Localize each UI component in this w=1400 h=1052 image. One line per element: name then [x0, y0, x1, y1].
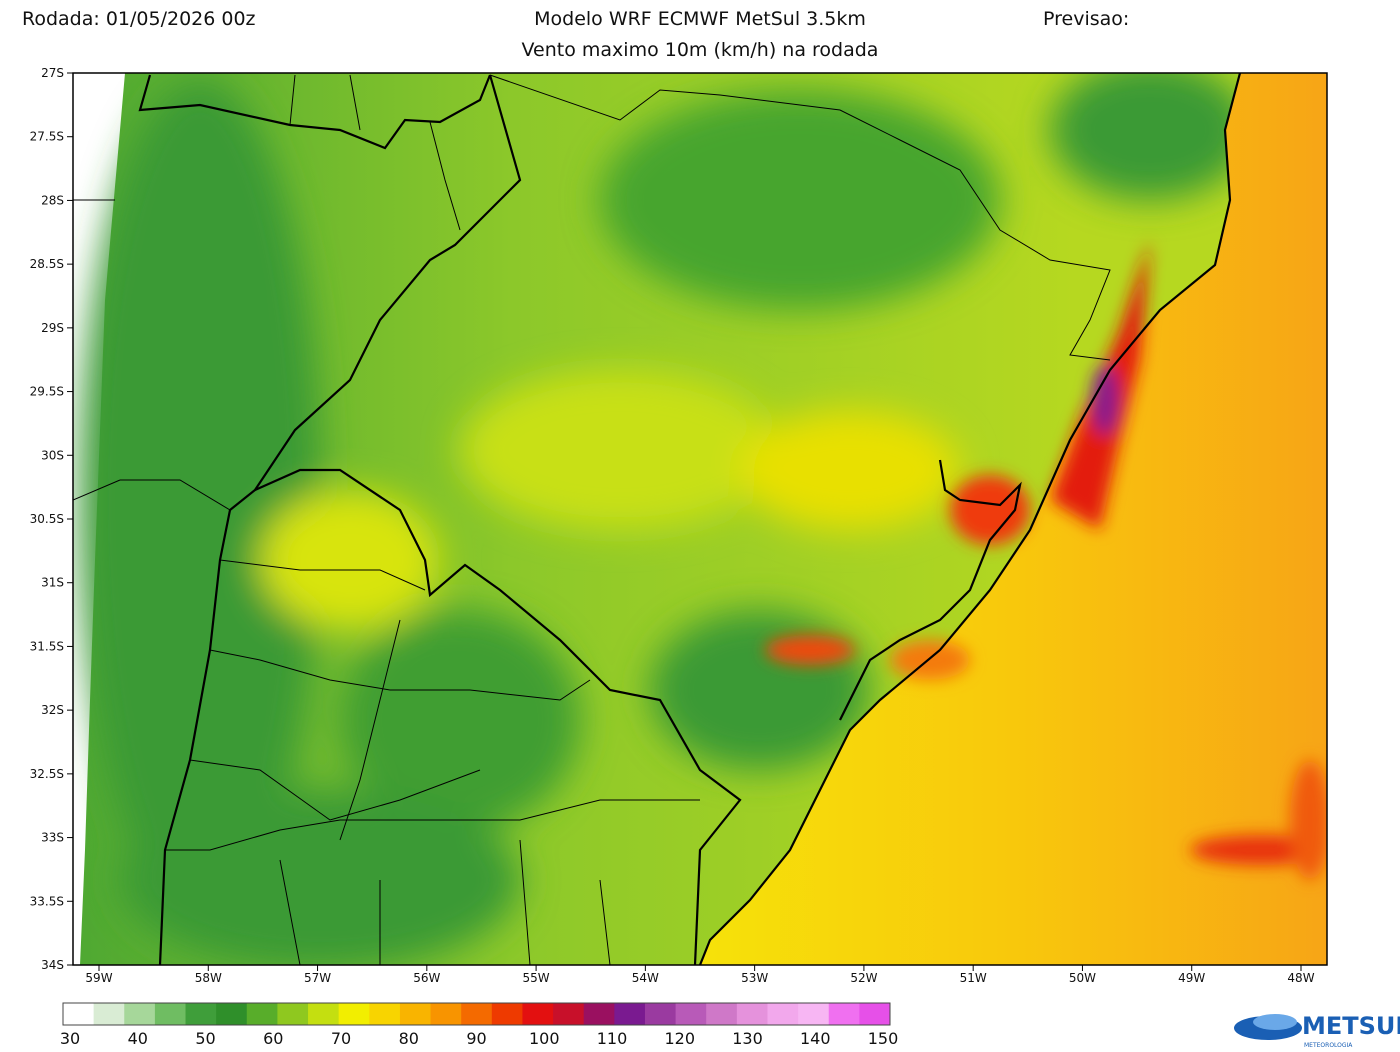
- lat-label: 30S: [41, 448, 64, 462]
- lon-label: 53W: [741, 971, 768, 985]
- lat-label: 29.5S: [30, 385, 64, 399]
- colorbar-swatch: [216, 1003, 248, 1025]
- run-label: Rodada: 01/05/2026 00z: [22, 8, 256, 30]
- colorbar-swatch: [430, 1003, 462, 1025]
- lat-label: 33S: [41, 831, 64, 845]
- subtitle: Vento maximo 10m (km/h) na rodada: [522, 39, 879, 61]
- colorbar-label: 150: [868, 1029, 899, 1048]
- lon-label: 51W: [960, 971, 987, 985]
- lon-label: 59W: [85, 971, 112, 985]
- colorbar-swatch: [308, 1003, 340, 1025]
- colorbar-label: 100: [529, 1029, 560, 1048]
- colorbar-label: 130: [732, 1029, 763, 1048]
- colorbar-swatch: [338, 1003, 370, 1025]
- colorbar-swatch: [736, 1003, 768, 1025]
- colorbar-label: 90: [466, 1029, 486, 1048]
- colorbar-swatch: [706, 1003, 738, 1025]
- colorbar-frame: [62, 1002, 891, 1026]
- colorbar-swatch: [399, 1003, 432, 1025]
- lon-label: 52W: [850, 971, 877, 985]
- forecast-label: Previsao:: [1043, 8, 1129, 30]
- lon-label: 58W: [195, 971, 222, 985]
- lat-label: 27S: [41, 66, 64, 80]
- colorbar-swatch: [614, 1003, 646, 1025]
- lon-label: 56W: [413, 971, 440, 985]
- lat-label: 32S: [41, 703, 64, 717]
- lat-label: 34S: [41, 958, 64, 972]
- lat-label: 33.5S: [30, 894, 64, 908]
- colorbar-swatch: [277, 1003, 309, 1025]
- colorbar-swatch: [369, 1003, 401, 1025]
- lat-label: 30.5S: [30, 512, 64, 526]
- colorbar-swatch: [185, 1003, 217, 1025]
- axes: 27S 27.5S 28S 28.5S 29S 29.5S 30S 30.5S 31S 31.5S…: [30, 66, 1315, 985]
- lat-label: 28S: [41, 193, 64, 207]
- colorbar-swatch: [644, 1003, 677, 1025]
- lat-label: 31S: [41, 576, 64, 590]
- colorbar-label: 50: [195, 1029, 215, 1048]
- lat-label: 31.5S: [30, 639, 64, 653]
- colorbar-swatch: [828, 1003, 860, 1025]
- lon-label: 49W: [1178, 971, 1205, 985]
- colorbar-label: 40: [128, 1029, 148, 1048]
- colorbar-swatch: [461, 1003, 493, 1025]
- colorbar-swatch: [491, 1003, 523, 1025]
- colorbar-swatch: [859, 1003, 891, 1025]
- model-label: Modelo WRF ECMWF MetSul 3.5km: [534, 8, 866, 30]
- colorbar-swatch: [798, 1003, 830, 1025]
- lon-label: 57W: [304, 971, 331, 985]
- colorbar-label: 30: [60, 1029, 80, 1048]
- colorbar-swatch: [522, 1003, 554, 1025]
- colorbar-swatch: [154, 1003, 187, 1025]
- logo-tag: METEOROLOGIA: [1304, 1042, 1353, 1049]
- colorbar-swatch: [553, 1003, 585, 1025]
- lon-label: 48W: [1287, 971, 1314, 985]
- logo-name: METSUL: [1302, 1012, 1400, 1040]
- colorbar-swatch: [675, 1003, 707, 1025]
- colorbar: 30 40 50 60 70 80 90 100 110 120 130 140 150: [60, 1002, 899, 1048]
- lon-label: 54W: [632, 971, 659, 985]
- colorbar-label: 80: [399, 1029, 419, 1048]
- lon-label: 50W: [1069, 971, 1096, 985]
- lat-label: 28.5S: [30, 257, 64, 271]
- lat-label: 32.5S: [30, 767, 64, 781]
- lon-label: 55W: [523, 971, 550, 985]
- colorbar-label: 70: [331, 1029, 351, 1048]
- colorbar-label: 140: [800, 1029, 831, 1048]
- colorbar-label: 120: [664, 1029, 695, 1048]
- wind-field: [73, 73, 1327, 965]
- lat-label: 27.5S: [30, 130, 64, 144]
- colorbar-swatch: [63, 1003, 95, 1025]
- colorbar-swatch: [246, 1003, 278, 1025]
- colorbar-swatch: [124, 1003, 156, 1025]
- logo: METSUL METEOROLOGIA: [1234, 1012, 1400, 1049]
- colorbar-swatch: [583, 1003, 615, 1025]
- colorbar-label: 60: [263, 1029, 283, 1048]
- colorbar-swatch: [767, 1003, 799, 1025]
- colorbar-label: 110: [597, 1029, 628, 1048]
- colorbar-swatch: [93, 1003, 125, 1025]
- lat-label: 29S: [41, 321, 64, 335]
